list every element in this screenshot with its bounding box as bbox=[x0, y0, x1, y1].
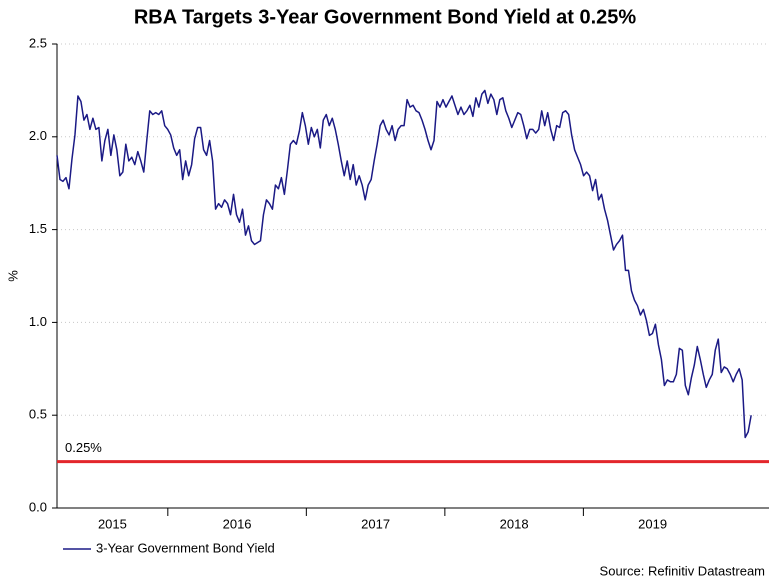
y-tick-label: 2.5 bbox=[29, 35, 47, 50]
x-tick-label: 2016 bbox=[223, 516, 252, 531]
y-tick-label: 0.0 bbox=[29, 499, 47, 514]
legend-label: 3-Year Government Bond Yield bbox=[96, 540, 275, 555]
x-tick-label: 2015 bbox=[98, 516, 127, 531]
x-tick-label: 2018 bbox=[500, 516, 529, 531]
x-tick-label: 2017 bbox=[361, 516, 390, 531]
y-tick-label: 1.5 bbox=[29, 221, 47, 236]
y-tick-label: 1.0 bbox=[29, 314, 47, 329]
source: Source: Refinitiv Datastream bbox=[600, 563, 765, 578]
y-tick-label: 2.0 bbox=[29, 128, 47, 143]
x-tick-label: 2019 bbox=[638, 516, 667, 531]
chart-title: RBA Targets 3-Year Government Bond Yield… bbox=[134, 6, 637, 28]
y-tick-label: 0.5 bbox=[29, 407, 47, 422]
series-line bbox=[56, 89, 752, 439]
reference-label: 0.25% bbox=[65, 440, 102, 455]
y-axis-label: % bbox=[5, 270, 20, 282]
